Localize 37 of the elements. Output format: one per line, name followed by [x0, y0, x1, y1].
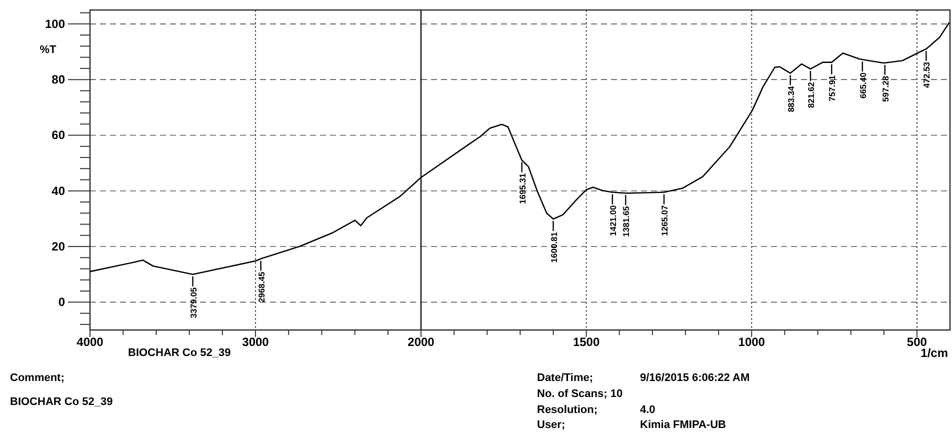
- x-tick-label: 2000: [408, 335, 435, 349]
- text: Resolution;: [537, 404, 598, 416]
- y-tick-label: 80: [52, 72, 66, 87]
- y-tick-label: 20: [52, 240, 66, 254]
- text: No. of Scans; 10: [537, 388, 623, 400]
- text: 9/16/2015 6:06:22 AM: [640, 372, 750, 384]
- annotation: 1600.81: [548, 232, 559, 263]
- text: 4.0: [640, 404, 656, 416]
- text: User;: [537, 419, 566, 431]
- annotation: 665.40: [858, 72, 868, 99]
- x-tick-label: 1500: [572, 335, 600, 349]
- text: Comment;: [10, 372, 64, 384]
- y-tick-label: 0: [58, 295, 66, 310]
- annotation: 1695.31: [517, 172, 528, 204]
- annotation: 1265.07: [660, 204, 670, 236]
- x-tick-label: 3000: [242, 335, 270, 349]
- text: Kimia FMIPA-UB: [640, 419, 726, 431]
- y-axis-title: %T: [40, 44, 57, 56]
- annotation: 472.53: [922, 62, 932, 88]
- x-axis-title: 1/cm: [920, 346, 948, 360]
- annotation: 883.34: [786, 86, 796, 112]
- text: BIOCHAR Co 52_39: [128, 347, 231, 359]
- annotation: 757.91: [827, 75, 838, 102]
- y-tick-label: 100: [44, 16, 66, 31]
- x-tick-label: 500: [906, 335, 928, 349]
- annotation: 597.28: [880, 76, 890, 102]
- x-tick-label: 4000: [76, 335, 104, 349]
- annotation: 2968.45: [256, 272, 266, 302]
- annotation: 821.62: [806, 82, 816, 108]
- text: BIOCHAR Co 52_39: [10, 396, 113, 408]
- annotation: 3379.05: [188, 287, 198, 318]
- text: Date/Time;: [537, 372, 594, 384]
- y-tick-label: 60: [52, 128, 66, 142]
- x-tick-label: 1000: [738, 335, 766, 349]
- annotation: 1421.00: [608, 204, 618, 236]
- annotation: 1381.65: [621, 206, 632, 237]
- y-tick-label: 40: [52, 184, 66, 198]
